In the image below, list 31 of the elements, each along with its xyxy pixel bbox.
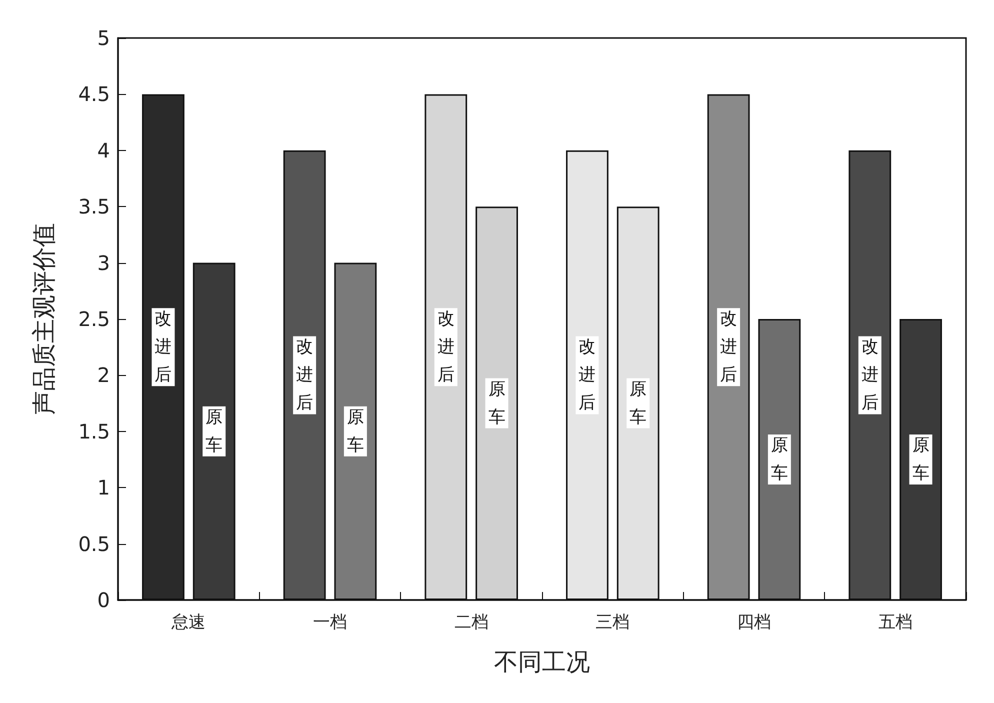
text: 改进后 — [437, 309, 454, 386]
y-tick-label: 4 — [97, 138, 110, 162]
text: 原车 — [346, 407, 364, 456]
text: 改进后 — [296, 337, 314, 414]
text: 改进后 — [861, 337, 878, 414]
y-axis-title: 声品质主观评价值 — [30, 223, 58, 415]
y-tick-label: 3.5 — [78, 194, 110, 219]
y-tick-label: 0.5 — [78, 532, 110, 556]
text: 原车 — [912, 436, 930, 484]
y-tick-label: 3 — [97, 250, 110, 275]
y-tick-label: 5 — [97, 26, 110, 50]
text: 原车 — [206, 407, 223, 456]
text: 原车 — [770, 436, 788, 484]
x-tick-label: 一档 — [313, 612, 347, 632]
text: 原车 — [488, 379, 506, 428]
series-label: 原车 — [630, 379, 647, 428]
x-tick-label: 五档 — [878, 612, 912, 632]
y-tick-label: 4.5 — [78, 82, 110, 106]
x-axis-title: 不同工况 — [494, 648, 590, 676]
x-tick-label: 三档 — [596, 612, 630, 632]
text: 改进后 — [154, 309, 172, 386]
text: 改进后 — [720, 309, 738, 386]
y-tick-label: 2 — [97, 363, 110, 388]
x-tick-label: 怠速 — [170, 612, 206, 632]
x-tick-label: 四档 — [737, 612, 771, 632]
y-tick-label: 1.5 — [78, 419, 110, 444]
y-tick-label: 1 — [97, 476, 110, 500]
y-tick-label: 0 — [97, 588, 110, 612]
y-tick-label: 2.5 — [78, 307, 110, 331]
x-tick-label: 二档 — [454, 612, 488, 632]
series-label: 改进后 — [578, 337, 596, 414]
